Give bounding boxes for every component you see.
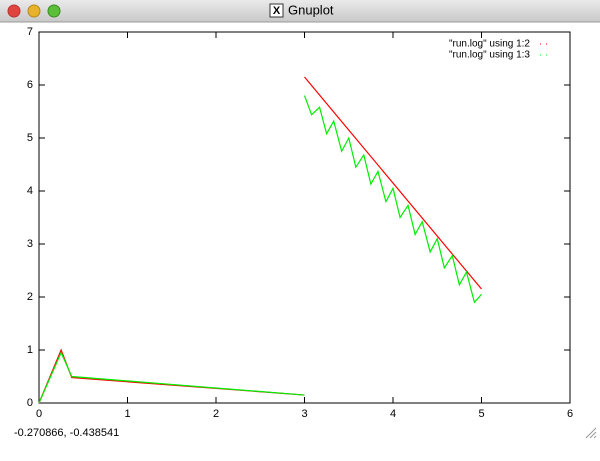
x-tick-label: 5 [478,408,484,420]
x-tick-label: 4 [390,408,396,420]
x-tick-label: 0 [36,408,42,420]
x-tick-label: 1 [124,408,130,420]
close-button[interactable] [7,4,21,18]
y-tick-label: 3 [27,238,33,250]
x-tick-label: 2 [213,408,219,420]
series-line [38,351,305,404]
title-bar [0,0,600,22]
legend-label: "run.log" using 1:2 [449,39,530,50]
y-tick-label: 2 [27,291,33,303]
y-tick-label: 5 [27,132,33,144]
status-text: -0.270866, -0.438541 [14,427,119,439]
plot-frame [38,31,571,404]
series-line [303,95,482,304]
series-line [304,76,482,290]
x-icon-glyph: X [273,5,281,17]
legend-label: "run.log" using 1:3 [449,50,530,61]
y-tick-label: 1 [27,344,33,356]
y-tick-label: 4 [27,185,33,197]
y-tick-label: 0 [27,397,33,409]
x-icon [269,3,284,18]
x-tick-label: 6 [567,408,573,420]
y-tick-label: 7 [27,26,33,38]
x-tick-label: 3 [301,408,307,420]
resize-grip[interactable] [585,427,597,439]
zoom-button[interactable] [47,4,61,18]
minimize-button[interactable] [27,4,41,18]
window-title: Gnuplot [288,2,334,17]
y-tick-label: 6 [27,79,33,91]
